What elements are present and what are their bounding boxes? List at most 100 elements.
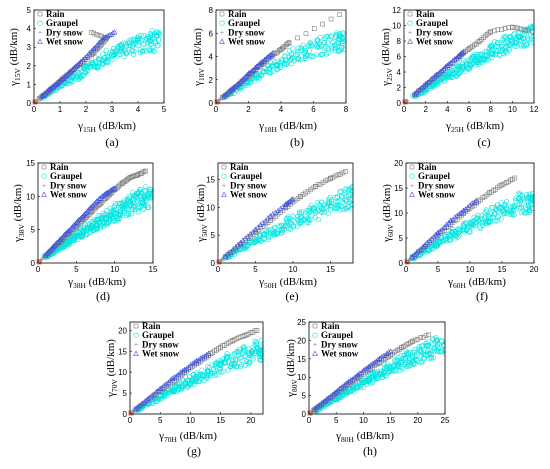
data-point: [281, 44, 287, 50]
data-point: [295, 45, 301, 51]
data-point: [77, 216, 83, 222]
x-tick-label: 15: [326, 265, 335, 274]
data-point: [247, 359, 253, 365]
data-point: [486, 213, 492, 220]
y-tick-label: 5: [27, 6, 32, 15]
y-tick-label: 5: [399, 234, 404, 243]
legend-marker: [133, 350, 139, 356]
data-point: [249, 67, 256, 73]
legend-marker: [407, 20, 413, 26]
data-point: [260, 58, 267, 64]
data-point: [279, 227, 285, 233]
data-point: [135, 198, 141, 204]
data-point: [325, 33, 331, 40]
data-point: [150, 47, 156, 54]
data-point: [73, 229, 79, 236]
data-point: [135, 205, 141, 211]
data-point: [435, 240, 441, 246]
data-point: [90, 62, 96, 68]
y-tick-label: 10: [297, 373, 306, 382]
legend-label: Wet snow: [50, 190, 88, 200]
data-point: [425, 342, 432, 348]
data-point: [169, 375, 176, 381]
x-tick-label: 5: [158, 416, 163, 425]
x-axis-label: γ50H (dB/km): [258, 276, 317, 290]
data-point: [290, 46, 296, 52]
data-point: [371, 359, 378, 365]
data-point: [153, 33, 160, 39]
data-point: [270, 211, 276, 217]
legend-label: Rain: [46, 9, 65, 19]
data-point: [119, 206, 125, 212]
data-point: [415, 247, 422, 254]
data-point: [224, 355, 230, 361]
y-tick-label: 5: [123, 389, 128, 398]
data-point: [96, 195, 103, 202]
y-tick-label: 2: [27, 62, 32, 71]
data-point: [132, 203, 138, 209]
data-point: [424, 343, 430, 349]
data-point: [145, 395, 151, 402]
data-point: [320, 398, 327, 405]
x-tick-label: 2: [423, 105, 428, 114]
data-point: [435, 229, 441, 236]
x-tick-label: 0: [214, 105, 219, 114]
data-point: [351, 384, 357, 391]
data-point: [427, 350, 433, 356]
data-point: [420, 359, 426, 365]
data-point: [349, 196, 353, 202]
data-point: [486, 219, 492, 226]
data-point: [506, 47, 512, 53]
data-point: [529, 39, 534, 46]
data-point: [116, 183, 121, 189]
data-point: [512, 25, 518, 30]
data-point: [289, 221, 295, 227]
data-point: [170, 379, 175, 385]
data-point: [442, 350, 445, 357]
data-point: [147, 46, 153, 52]
data-point: [254, 328, 260, 333]
data-point: [193, 374, 200, 380]
data-point: [450, 216, 456, 222]
data-point: [384, 350, 390, 356]
data-point: [254, 73, 260, 79]
data-point: [485, 54, 491, 60]
data-point: [326, 394, 332, 400]
data-point: [137, 186, 143, 193]
data-point: [129, 48, 136, 54]
data-point: [129, 206, 136, 212]
series-wet-snow: [311, 348, 394, 412]
data-point: [288, 196, 295, 202]
origin-marker: [36, 259, 42, 265]
legend-marker: [222, 183, 226, 188]
data-point: [240, 76, 246, 82]
data-point: [325, 210, 331, 216]
data-point: [70, 66, 76, 72]
data-point: [393, 367, 400, 373]
data-point: [183, 365, 190, 372]
data-point: [189, 377, 196, 383]
data-point: [245, 79, 251, 85]
data-point: [99, 41, 104, 47]
data-point: [322, 397, 329, 403]
legend-label: Rain: [230, 162, 249, 172]
plot-area: [309, 332, 445, 414]
data-point: [483, 57, 490, 63]
data-point: [444, 73, 450, 79]
data-point: [313, 404, 320, 410]
data-point: [431, 73, 438, 79]
data-point: [445, 232, 451, 238]
data-point: [261, 231, 267, 237]
data-point: [135, 172, 140, 178]
data-point: [135, 35, 141, 42]
data-point: [282, 43, 288, 49]
data-point: [479, 216, 485, 222]
data-point: [115, 53, 121, 59]
data-point: [237, 355, 243, 361]
data-point: [375, 375, 381, 381]
data-point: [123, 212, 129, 219]
data-point: [240, 344, 246, 350]
data-point: [295, 49, 301, 55]
legend-marker: [221, 164, 227, 170]
data-point: [508, 34, 514, 40]
